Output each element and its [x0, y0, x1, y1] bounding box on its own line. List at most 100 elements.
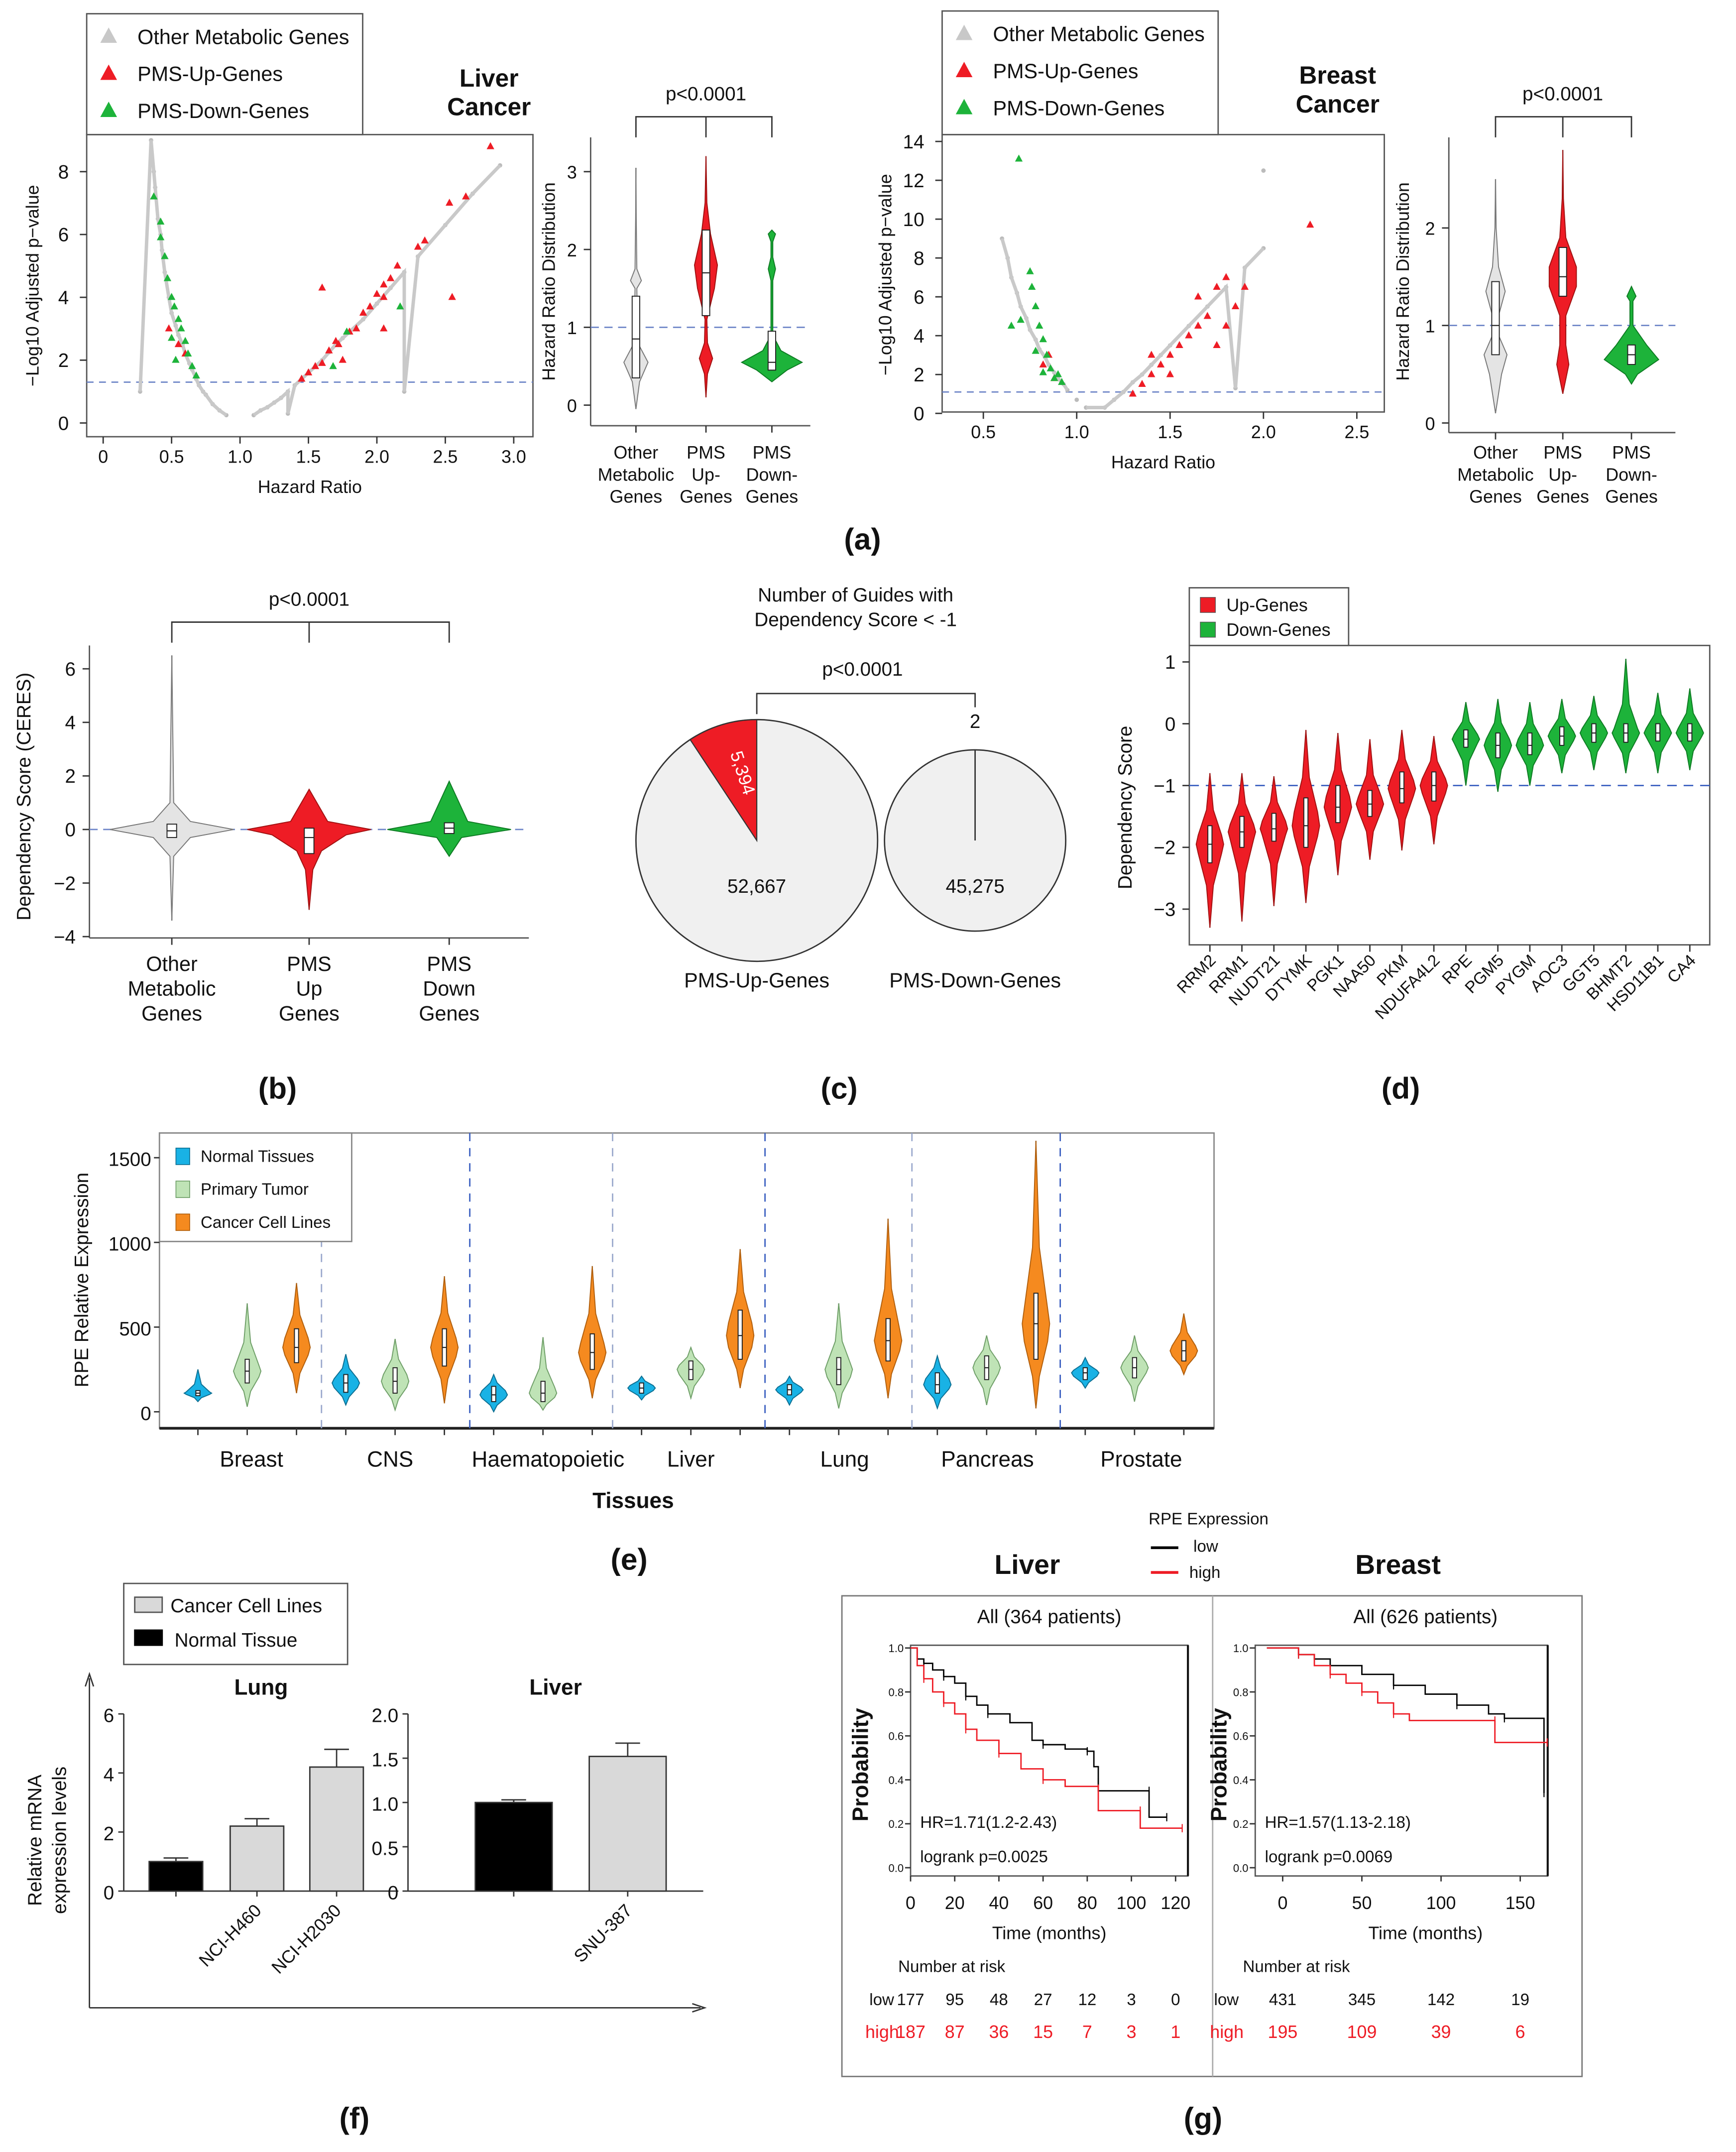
legend-box [941, 10, 1219, 135]
y-tick-label: 0.5 [372, 1838, 399, 1860]
bar-normal [148, 1861, 204, 1892]
violin-cell_lines [1022, 1141, 1050, 1409]
x-tick-label: 2.0 [1251, 422, 1276, 442]
violin-iqr-box [1367, 790, 1373, 817]
tissue-label: Pancreas [941, 1447, 1034, 1472]
violin-iqr-box [836, 1357, 841, 1385]
up-gene-point [386, 274, 395, 281]
other-genes-band [1000, 238, 1069, 391]
legend-triangle-icon [955, 99, 973, 115]
x-tick-label: 100 [1117, 1893, 1147, 1913]
y-tick-label: 1000 [109, 1234, 151, 1255]
up-gene-point [1166, 370, 1174, 377]
category-label: Genes [610, 486, 663, 506]
risk-count-low: 3 [1127, 1991, 1136, 2009]
y-tick-label: 0 [388, 1883, 398, 1904]
logrank-text: logrank p=0.0069 [1265, 1848, 1393, 1866]
x-tick-label: 80 [1077, 1893, 1097, 1913]
x-axis-label: Hazard Ratio [258, 477, 362, 497]
down-gene-point [167, 293, 176, 300]
y-tick-label: 2 [914, 364, 924, 386]
y-tick-label: 1 [1425, 316, 1435, 336]
legend-swatch-icon [134, 1596, 163, 1613]
down-gene-point [181, 337, 189, 344]
up-gene-point [486, 142, 494, 149]
violin-iqr-box [491, 1386, 496, 1402]
risk-count-low: 27 [1034, 1991, 1052, 2009]
violin-down [387, 780, 511, 857]
y-axis-label: −Log10 Adjusted p−value [23, 185, 43, 386]
down-gene-point [1032, 347, 1040, 354]
down-gene-point [1043, 351, 1051, 358]
x-tick-label: 1.5 [1157, 422, 1182, 442]
plot-frame [1188, 644, 1711, 946]
category-label: Metabolic [598, 465, 674, 484]
down-gene-point [161, 252, 169, 259]
significance-bracket [171, 621, 450, 643]
risk-count-low: 12 [1078, 1991, 1096, 2009]
y-tick-label: 1 [567, 318, 577, 338]
category-label: Genes [746, 486, 799, 506]
chart-title: Cancer [447, 93, 531, 121]
risk-table-title: Number at risk [1243, 1958, 1350, 1976]
risk-count-high: 3 [1127, 2022, 1137, 2042]
violin-iqr-box [294, 1328, 299, 1363]
category-label: PMS [287, 953, 332, 975]
violin-iqr-box [934, 1372, 940, 1394]
category-label: Genes [141, 1002, 202, 1025]
y-tick-label: 0.6 [889, 1730, 904, 1743]
legend-box [86, 13, 363, 135]
chart-title: Liver [460, 64, 519, 92]
up-gene-point [1185, 331, 1193, 339]
y-tick-label: 0.8 [889, 1686, 904, 1698]
legend-label: Cancer Cell Lines [170, 1595, 322, 1617]
risk-count-low: 431 [1269, 1991, 1296, 2009]
up-gene-point [335, 340, 343, 348]
y-axis-label: Hazard Ratio Distribution [1393, 182, 1413, 380]
down-gene-point [1050, 374, 1058, 381]
km-curve-low [1267, 1647, 1545, 1793]
risk-row-label: low [1214, 1991, 1239, 2009]
x-axis-arrow-icon [89, 2003, 707, 2013]
risk-row-label: high [865, 2022, 899, 2042]
violin-iqr-box [1033, 1293, 1039, 1360]
up-gene-point [373, 290, 381, 297]
up-gene-point [1157, 360, 1165, 367]
down-gene-point [396, 302, 404, 310]
panel-label: (g) [1184, 2101, 1222, 2135]
y-tick-label: 14 [903, 131, 925, 153]
tissue-label: Lung [820, 1447, 869, 1472]
y-tick-label: 2 [1425, 219, 1435, 239]
y-tick-label: 1 [1165, 652, 1175, 673]
other-gene-point [1074, 397, 1079, 402]
up-gene-point [414, 242, 422, 250]
up-gene-point [1241, 282, 1249, 290]
up-gene-point [1194, 321, 1202, 329]
down-gene-point [1058, 377, 1066, 385]
risk-table-title: Number at risk [898, 1958, 1006, 1976]
plot-title: All (364 patients) [977, 1606, 1122, 1628]
significance-bracket [1495, 116, 1632, 137]
x-tick-label: 1.0 [228, 447, 252, 467]
legend-label: Other Metabolic Genes [993, 23, 1204, 46]
violin-down [1612, 659, 1640, 773]
legend-label: Other Metabolic Genes [137, 25, 349, 48]
down-gene-point [1015, 154, 1023, 162]
pie-slice-label: 45,275 [946, 876, 1005, 897]
down-gene-point [343, 327, 351, 335]
violin-down [740, 229, 804, 382]
risk-count-low: 19 [1511, 1991, 1529, 2009]
bar-cancer [309, 1766, 364, 1892]
violin-tumor [232, 1303, 262, 1407]
category-label: PMS [427, 953, 471, 975]
up-gene-point [393, 261, 401, 269]
down-gene-point [1007, 321, 1016, 329]
risk-count-high: 36 [989, 2022, 1009, 2042]
down-gene-point [1026, 267, 1034, 274]
category-label: Other [614, 443, 659, 463]
category-label: Up [296, 977, 323, 1000]
y-tick-label: 0.2 [1233, 1818, 1249, 1830]
x-tick-label: 20 [945, 1893, 965, 1913]
y-axis-label: RPE Relative Expression [71, 1173, 93, 1387]
x-tick-label: 0.5 [159, 447, 184, 467]
